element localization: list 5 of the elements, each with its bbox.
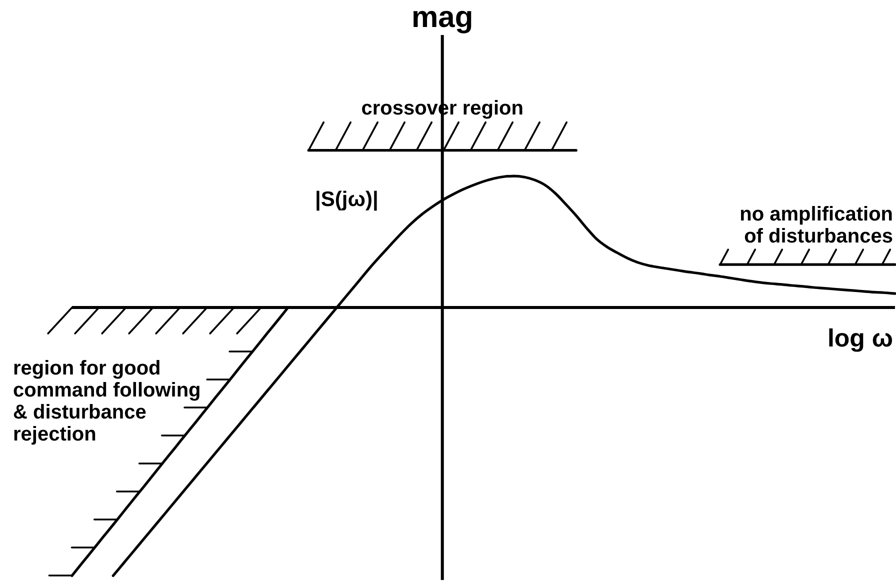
series-label: |S(jω)|: [315, 188, 378, 212]
x-axis-title: log ω: [827, 324, 893, 352]
annotation: region for good command following & disturbance rejection: [13, 358, 201, 446]
y-axis-title: mag: [412, 1, 474, 34]
annotation: no amplification of disturbances: [740, 204, 893, 248]
